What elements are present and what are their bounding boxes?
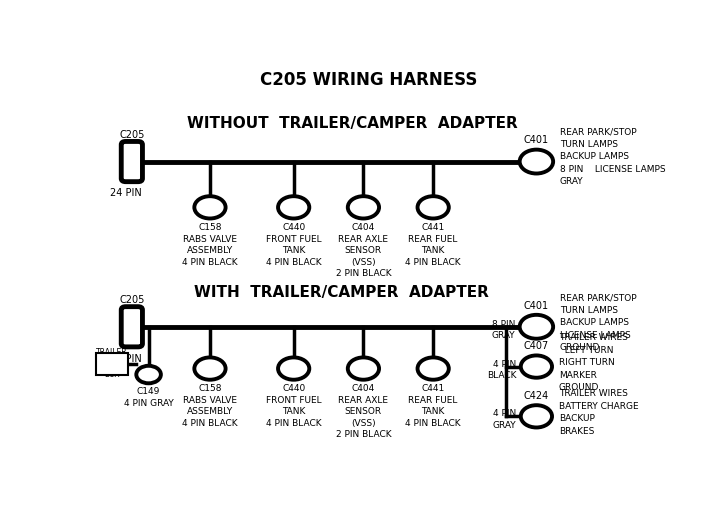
Text: 24 PIN: 24 PIN (110, 354, 142, 363)
Circle shape (348, 357, 379, 379)
Circle shape (278, 196, 310, 219)
Text: 4 PIN
GRAY: 4 PIN GRAY (492, 409, 516, 430)
FancyBboxPatch shape (121, 142, 143, 181)
Text: C441
REAR FUEL
TANK
4 PIN BLACK: C441 REAR FUEL TANK 4 PIN BLACK (405, 385, 461, 428)
Circle shape (521, 405, 552, 428)
Circle shape (136, 366, 161, 383)
Text: WITH  TRAILER/CAMPER  ADAPTER: WITH TRAILER/CAMPER ADAPTER (194, 285, 489, 300)
Text: 4 PIN
BLACK: 4 PIN BLACK (487, 359, 516, 380)
Circle shape (520, 149, 553, 174)
FancyBboxPatch shape (96, 353, 128, 374)
FancyBboxPatch shape (121, 307, 143, 347)
Text: TRAILER WIRES
  LEFT TURN
RIGHT TURN
MARKER
GROUND: TRAILER WIRES LEFT TURN RIGHT TURN MARKE… (559, 333, 628, 392)
Circle shape (521, 355, 552, 378)
Text: C401: C401 (524, 135, 549, 145)
Circle shape (194, 196, 225, 219)
Text: C205: C205 (120, 130, 145, 140)
Circle shape (278, 357, 310, 379)
Text: REAR PARK/STOP
TURN LAMPS
BACKUP LAMPS
8 PIN    LICENSE LAMPS
GRAY: REAR PARK/STOP TURN LAMPS BACKUP LAMPS 8… (560, 127, 665, 186)
Text: C401: C401 (524, 301, 549, 311)
Circle shape (418, 196, 449, 219)
Text: TRAILER WIRES
BATTERY CHARGE
BACKUP
BRAKES: TRAILER WIRES BATTERY CHARGE BACKUP BRAK… (559, 389, 639, 436)
Text: C440
FRONT FUEL
TANK
4 PIN BLACK: C440 FRONT FUEL TANK 4 PIN BLACK (266, 385, 322, 428)
Text: 8 PIN
GRAY: 8 PIN GRAY (492, 320, 516, 340)
Circle shape (418, 357, 449, 379)
Circle shape (194, 357, 225, 379)
Text: 24 PIN: 24 PIN (110, 188, 142, 199)
Text: TRAILER
RELAY
BOX: TRAILER RELAY BOX (96, 348, 127, 379)
Text: C440
FRONT FUEL
TANK
4 PIN BLACK: C440 FRONT FUEL TANK 4 PIN BLACK (266, 223, 322, 267)
Text: C158
RABS VALVE
ASSEMBLY
4 PIN BLACK: C158 RABS VALVE ASSEMBLY 4 PIN BLACK (182, 223, 238, 267)
Text: REAR PARK/STOP
TURN LAMPS
BACKUP LAMPS
LICENSE LAMPS
GROUND: REAR PARK/STOP TURN LAMPS BACKUP LAMPS L… (560, 293, 636, 352)
Text: C404
REAR AXLE
SENSOR
(VSS)
2 PIN BLACK: C404 REAR AXLE SENSOR (VSS) 2 PIN BLACK (336, 223, 391, 278)
Text: C205 WIRING HARNESS: C205 WIRING HARNESS (261, 71, 477, 89)
Text: C441
REAR FUEL
TANK
4 PIN BLACK: C441 REAR FUEL TANK 4 PIN BLACK (405, 223, 461, 267)
Text: C404
REAR AXLE
SENSOR
(VSS)
2 PIN BLACK: C404 REAR AXLE SENSOR (VSS) 2 PIN BLACK (336, 385, 391, 439)
Text: C424: C424 (523, 391, 549, 401)
Circle shape (520, 315, 553, 339)
Text: WITHOUT  TRAILER/CAMPER  ADAPTER: WITHOUT TRAILER/CAMPER ADAPTER (187, 116, 518, 131)
Text: C149
4 PIN GRAY: C149 4 PIN GRAY (124, 387, 174, 408)
Text: C205: C205 (120, 295, 145, 305)
Circle shape (348, 196, 379, 219)
Text: C407: C407 (523, 341, 549, 352)
Text: C158
RABS VALVE
ASSEMBLY
4 PIN BLACK: C158 RABS VALVE ASSEMBLY 4 PIN BLACK (182, 385, 238, 428)
